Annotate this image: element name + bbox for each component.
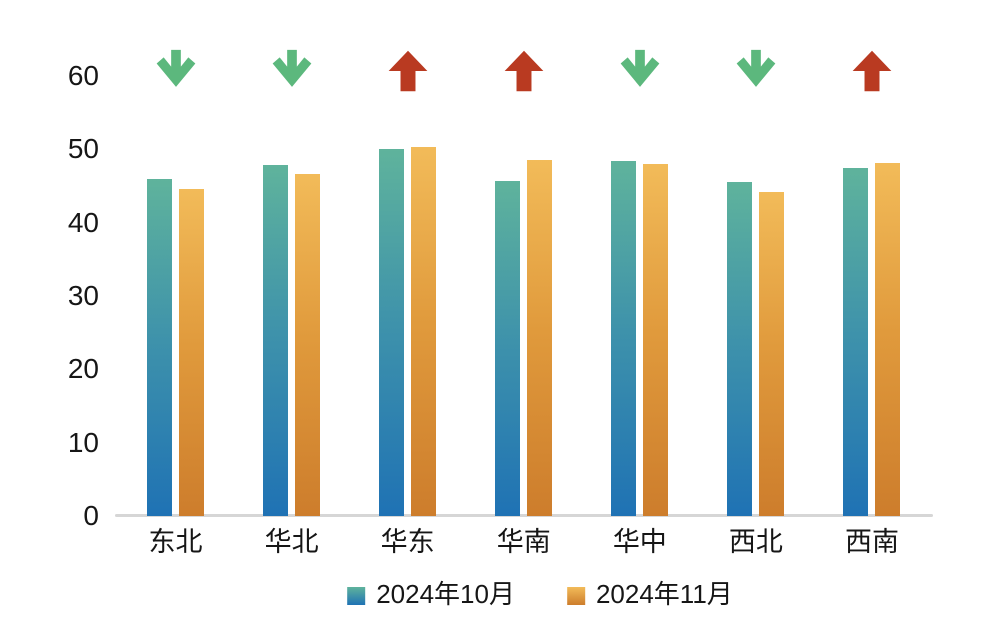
trend-down-arrow-icon <box>272 49 311 87</box>
x-category-label: 华东 <box>380 527 435 557</box>
y-tick-label: 30 <box>67 280 99 311</box>
legend-swatch-icon <box>566 587 585 605</box>
x-category-label: 西北 <box>728 527 783 557</box>
x-category-label: 华北 <box>264 527 319 557</box>
y-tick-label: 0 <box>83 500 99 531</box>
trend-down-arrow-icon <box>620 49 660 87</box>
trend-up-arrow-icon <box>504 50 544 92</box>
y-tick-label: 40 <box>67 206 99 238</box>
x-category-label: 西南 <box>844 527 899 557</box>
bar-华东-2024年11月 <box>411 147 437 516</box>
bar-东北-2024年10月 <box>147 179 172 516</box>
bar-华南-2024年11月 <box>527 159 553 516</box>
y-tick-label: 20 <box>67 353 99 385</box>
x-category-label: 华中 <box>612 527 667 557</box>
legend-swatch-icon <box>347 587 366 605</box>
legend-item: 2024年10月 <box>347 579 515 609</box>
trend-down-arrow-icon <box>156 49 195 87</box>
x-category-label: 华南 <box>496 527 551 557</box>
bar-华北-2024年10月 <box>263 164 289 516</box>
bar-华中-2024年11月 <box>643 164 669 516</box>
trend-down-arrow-icon <box>736 49 776 87</box>
bar-西南-2024年10月 <box>843 167 869 516</box>
x-category-label: 东北 <box>148 527 203 557</box>
y-tick-label: 10 <box>67 426 99 458</box>
bar-华北-2024年11月 <box>295 173 321 516</box>
legend: 2024年10月 2024年11月 <box>347 579 733 609</box>
bar-东北-2024年11月 <box>179 188 204 516</box>
y-tick-label: 60 <box>67 60 99 91</box>
legend-label: 2024年11月 <box>595 579 733 609</box>
bar-华东-2024年10月 <box>379 149 405 516</box>
trend-up-arrow-icon <box>388 50 428 92</box>
bar-华南-2024年10月 <box>495 180 521 516</box>
legend-label: 2024年10月 <box>376 579 515 609</box>
y-tick-label: 50 <box>67 133 99 165</box>
bar-华中-2024年10月 <box>611 161 637 516</box>
bar-西北-2024年11月 <box>759 191 785 516</box>
bar-西南-2024年11月 <box>875 163 901 516</box>
x-axis-line <box>115 514 933 517</box>
bar-西北-2024年10月 <box>727 182 753 516</box>
trend-up-arrow-icon <box>852 50 892 92</box>
legend-item: 2024年11月 <box>566 579 733 609</box>
